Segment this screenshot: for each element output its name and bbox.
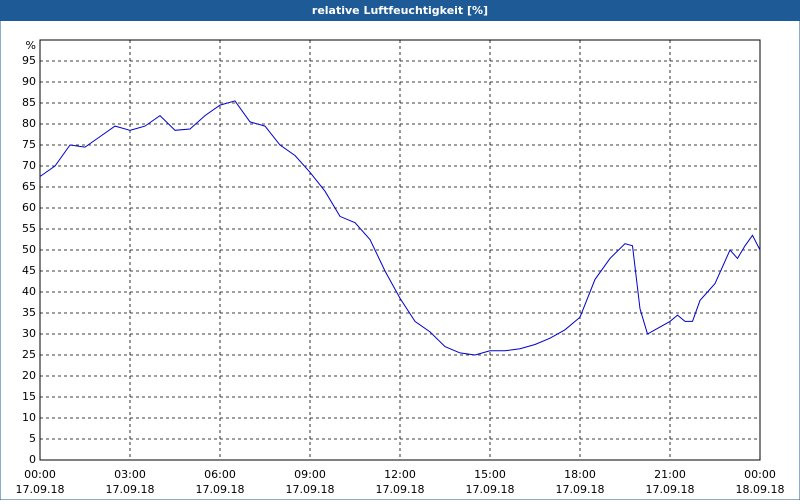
y-tick-label: 10 [22, 411, 36, 424]
x-tick-date: 18.09.18 [736, 483, 785, 496]
y-tick-label: 20 [22, 369, 36, 382]
x-tick-date: 17.09.18 [286, 483, 335, 496]
x-tick-label: 12:00 [384, 468, 416, 481]
y-tick-label: 30 [22, 327, 36, 340]
x-tick-date: 17.09.18 [16, 483, 65, 496]
y-tick-label: 15 [22, 390, 36, 403]
x-tick-label: 06:00 [204, 468, 236, 481]
y-tick-label: 40 [22, 285, 36, 298]
x-tick-label: 18:00 [564, 468, 596, 481]
y-axis-label: % [26, 39, 36, 52]
y-tick-label: 55 [22, 222, 36, 235]
x-tick-date: 17.09.18 [466, 483, 515, 496]
x-tick-date: 17.09.18 [106, 483, 155, 496]
y-tick-label: 5 [29, 432, 36, 445]
x-tick-label: 00:00 [24, 468, 56, 481]
x-tick-date: 17.09.18 [556, 483, 605, 496]
y-tick-label: 0 [29, 453, 36, 466]
x-tick-label: 09:00 [294, 468, 326, 481]
y-tick-label: 35 [22, 306, 36, 319]
x-tick-date: 17.09.18 [376, 483, 425, 496]
y-tick-label: 90 [22, 75, 36, 88]
y-tick-label: 80 [22, 117, 36, 130]
y-tick-label: 45 [22, 264, 36, 277]
y-tick-label: 75 [22, 138, 36, 151]
x-tick-date: 17.09.18 [196, 483, 245, 496]
title-bar [0, 0, 800, 21]
y-tick-label: 85 [22, 96, 36, 109]
y-tick-label: 25 [22, 348, 36, 361]
x-tick-label: 21:00 [654, 468, 686, 481]
x-tick-label: 15:00 [474, 468, 506, 481]
x-tick-label: 00:00 [744, 468, 776, 481]
data-line [39, 100, 761, 356]
x-tick-date: 17.09.18 [646, 483, 695, 496]
x-tick-label: 03:00 [114, 468, 146, 481]
y-tick-label: 95 [22, 54, 36, 67]
y-tick-label: 50 [22, 243, 36, 256]
y-tick-label: 60 [22, 201, 36, 214]
y-tick-label: 70 [22, 159, 36, 172]
chart-title: relative Luftfeuchtigkeit [%] [312, 4, 488, 17]
y-tick-label: 65 [22, 180, 36, 193]
